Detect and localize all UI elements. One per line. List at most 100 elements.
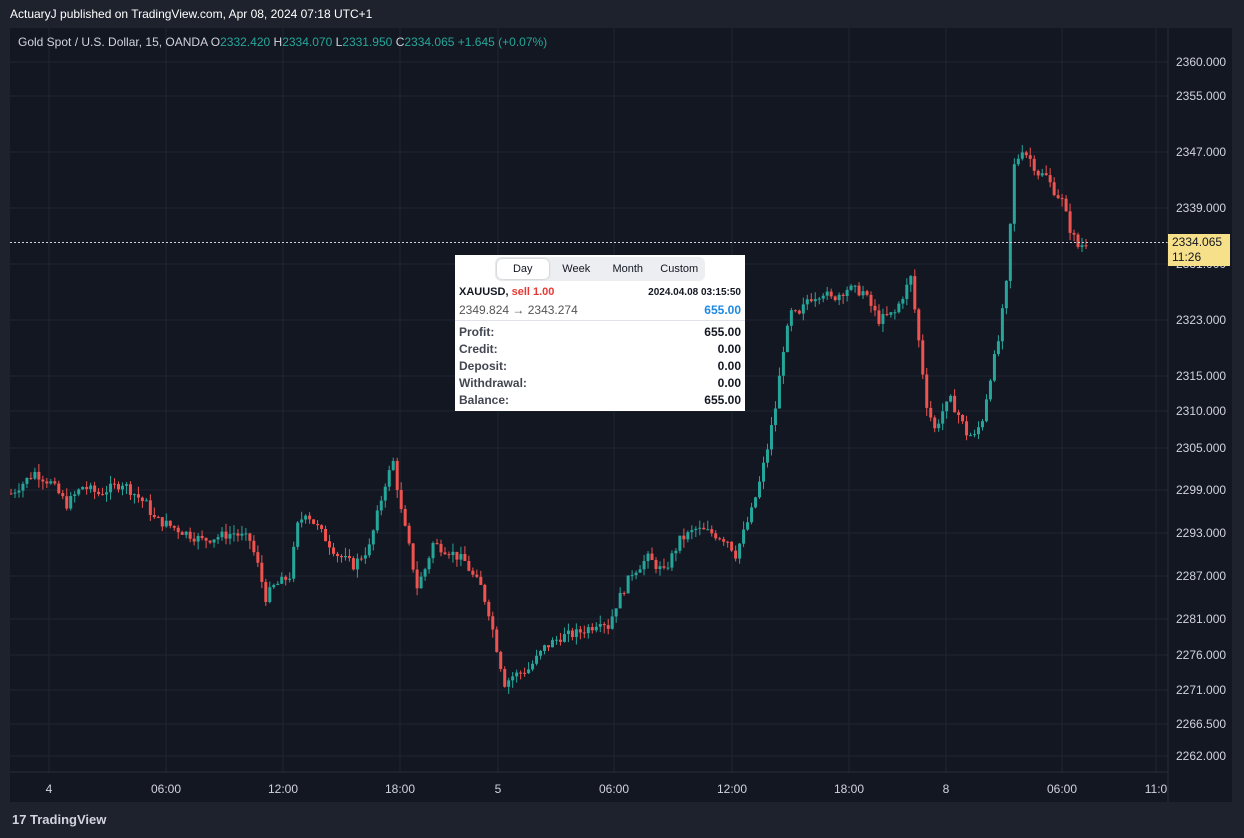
candle-body [61,493,65,497]
price-axis[interactable]: 2360.0002355.0002347.0002339.0002331.000… [1176,55,1226,763]
candle-body [853,285,857,287]
candle-body [65,496,69,509]
candle-body [829,291,833,297]
candle-body [296,522,300,547]
time-tick-label: 06:00 [151,782,181,796]
low-key: L [335,35,343,49]
tab-week[interactable]: Week [562,263,591,275]
high-key: H [273,35,283,49]
candle-body [45,481,49,484]
candle-body [351,558,355,570]
candle-body [160,517,164,527]
candle-body [805,299,809,305]
tradingview-logo[interactable]: 17 TradingView [12,812,106,827]
chart-area[interactable]: 2360.0002355.0002347.0002339.0002331.000… [10,28,1232,802]
candle-body [777,375,781,409]
candle-body [1024,152,1028,156]
candle-body [754,497,758,508]
candle-body [367,544,371,556]
candle-body [797,310,801,314]
candle-body [343,555,347,558]
tab-day[interactable]: Day [497,259,549,279]
candle-body [793,310,797,312]
candle-body [702,527,706,530]
high-value: 2334.070 [282,35,333,49]
candle-body [53,481,57,484]
candle-body [992,353,996,381]
tab-month[interactable]: Month [612,263,644,275]
candle-body [467,560,471,571]
candle-body [49,481,53,484]
tab-custom[interactable]: Custom [660,263,699,275]
candle-body [491,616,495,630]
candle-body [694,528,698,531]
candle-body [483,584,487,602]
candle-body [1048,175,1052,183]
candle-body [180,532,184,535]
candle-body [399,490,403,509]
candle-body [288,578,292,580]
candle-body [710,529,714,534]
row-label: Withdrawal: [459,376,527,390]
candle-body [1008,223,1012,281]
candle-body [395,460,399,491]
candle-body [570,630,574,638]
candle-body [85,486,89,490]
candle-body [140,497,144,502]
candle-body [188,531,192,539]
candle-body [316,523,320,526]
candle-body [13,492,17,494]
time-tick-label: 4 [46,782,53,796]
candle-body [1060,198,1064,200]
price-tick-label: 2266.500 [1176,717,1226,731]
time-tick-label: 11:0 [1145,782,1168,796]
close-key: C [395,35,405,49]
candle-body [706,529,710,531]
candle-body [320,525,324,529]
summary-row-balance: Balance: 655.00 [459,393,741,410]
candle-body [97,491,101,495]
candles [10,145,1088,694]
candlestick-chart[interactable]: 2360.0002355.0002347.0002339.0002331.000… [10,28,1232,802]
candle-body [375,510,379,531]
candle-body [81,486,85,490]
candle-body [172,525,176,528]
candle-body [769,425,773,450]
candle-body [825,291,829,296]
candle-body [1080,245,1084,247]
candle-body [383,486,387,501]
candle-body [590,627,594,631]
candle-body [953,395,957,413]
candle-body [17,490,21,493]
candle-body [252,540,256,553]
candle-body [328,541,332,548]
low-value: 2331.950 [342,35,393,49]
row-value: 655.00 [704,393,741,407]
candle-body [77,489,81,495]
candle-body [455,551,459,560]
price-tick-label: 2347.000 [1176,145,1226,159]
candle-body [10,493,13,495]
summary-row-credit: Credit: 0.00 [459,342,741,359]
candle-body [1052,182,1056,196]
candle-body [977,427,980,435]
candle-body [1000,308,1004,342]
candle-body [674,550,678,554]
candle-body [742,529,746,544]
trade-header: XAUUSD, sell 1.00 2024.04.08 03:15:50 [459,286,741,298]
candle-body [355,558,359,570]
candle-body [292,546,296,579]
candle-body [988,380,992,400]
candle-body [558,639,562,642]
candle-body [89,485,93,490]
candle-body [941,411,945,424]
candle-body [459,554,463,560]
trade-pnl: 655.00 [704,303,741,317]
candle-body [136,494,140,498]
candle-body [885,314,889,316]
candle-body [837,294,841,301]
candle-body [431,543,435,559]
candle-body [101,494,105,496]
candle-body [268,587,272,602]
time-axis[interactable]: 4 06:00 12:00 18:00 5 06:00 12:00 18:00 8 06:00 11… [46,782,1168,796]
